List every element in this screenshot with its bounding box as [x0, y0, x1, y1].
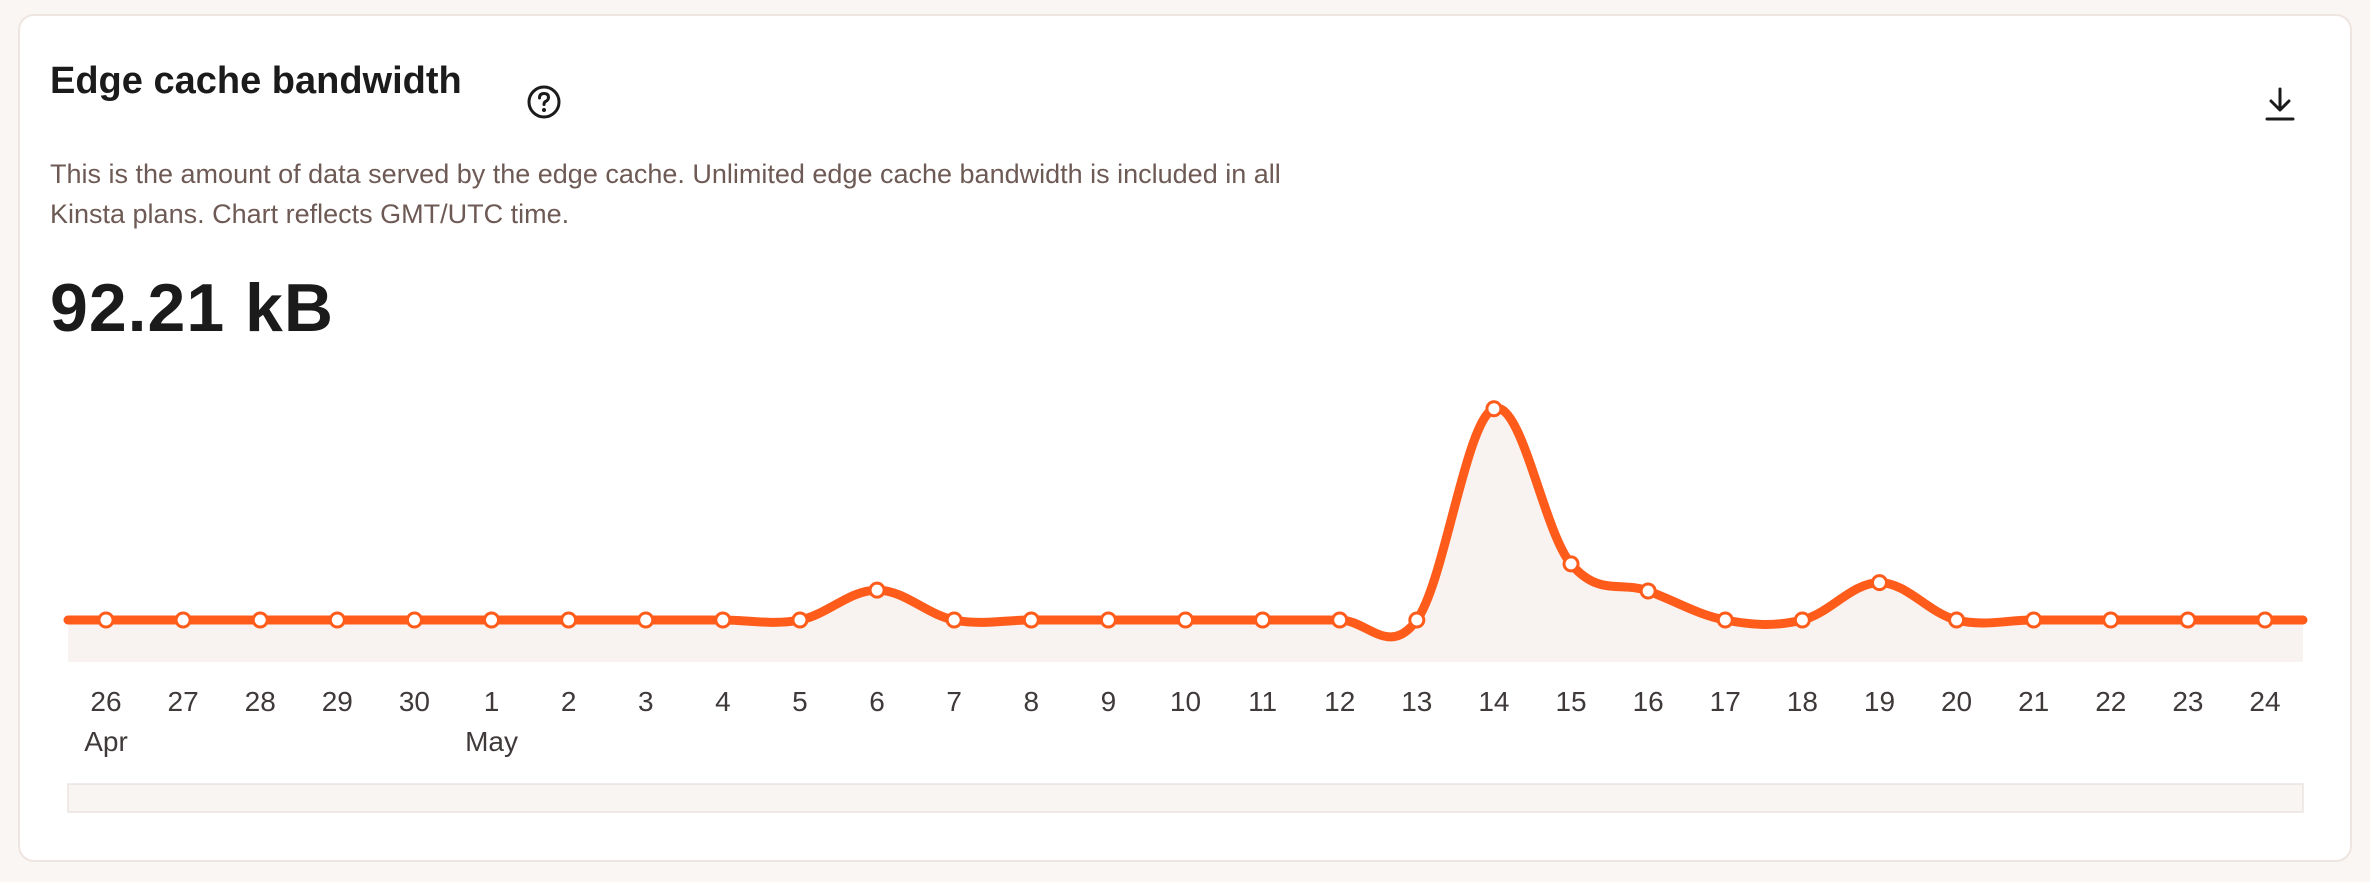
question-circle-icon[interactable]: [526, 84, 562, 120]
data-point[interactable]: [2102, 611, 2120, 629]
data-point[interactable]: [1870, 574, 1888, 592]
x-month-label: Apr: [84, 726, 128, 757]
data-point[interactable]: [1099, 611, 1117, 629]
x-tick-label: 13: [1401, 686, 1432, 717]
data-point[interactable]: [405, 611, 423, 629]
data-point[interactable]: [1177, 611, 1194, 629]
data-point[interactable]: [868, 581, 886, 599]
x-tick-label: 4: [715, 686, 731, 717]
x-tick-label: 22: [2095, 686, 2126, 717]
x-tick-label: 15: [1555, 686, 1586, 717]
x-tick-label: 10: [1170, 686, 1201, 717]
x-tick-label: 16: [1633, 686, 1664, 717]
data-point[interactable]: [1408, 611, 1426, 629]
x-tick-label: 23: [2172, 686, 2203, 717]
x-tick-label: 27: [168, 686, 199, 717]
x-tick-label: 20: [1941, 686, 1972, 717]
x-tick-label: 28: [245, 686, 276, 717]
data-point[interactable]: [174, 611, 192, 629]
data-point[interactable]: [1562, 555, 1580, 573]
data-point[interactable]: [714, 611, 732, 629]
card-title: Edge cache bandwidth: [50, 60, 462, 102]
x-tick-label: 8: [1023, 686, 1039, 717]
x-tick-label: 11: [1248, 686, 1277, 717]
data-point[interactable]: [945, 611, 963, 629]
card-description: This is the amount of data served by the…: [50, 159, 1281, 229]
x-tick-label: 2: [561, 686, 577, 717]
x-tick-label: 21: [2018, 686, 2049, 717]
data-point[interactable]: [2179, 611, 2197, 629]
x-tick-label: 6: [869, 686, 885, 717]
total-bandwidth-value: 92.21 kB: [50, 270, 334, 346]
data-point[interactable]: [1639, 582, 1657, 600]
download-icon[interactable]: [2262, 86, 2298, 122]
data-point[interactable]: [1485, 400, 1503, 418]
data-point[interactable]: [1793, 611, 1811, 629]
x-month-label: May: [465, 726, 518, 757]
x-tick-label: 26: [90, 686, 121, 717]
x-tick-label: 30: [399, 686, 430, 717]
x-tick-label: 9: [1101, 686, 1117, 717]
data-point[interactable]: [251, 611, 269, 629]
x-tick-label: 5: [792, 686, 808, 717]
data-point[interactable]: [637, 611, 655, 629]
x-tick-label: 17: [1710, 686, 1741, 717]
data-point[interactable]: [328, 611, 346, 629]
x-tick-label: 7: [946, 686, 962, 717]
bandwidth-area: [68, 408, 2303, 662]
data-point[interactable]: [1716, 611, 1734, 629]
data-point[interactable]: [791, 611, 809, 629]
data-point[interactable]: [1948, 611, 1966, 629]
x-tick-label: 1: [484, 686, 500, 717]
x-tick-label: 24: [2249, 686, 2280, 717]
x-tick-label: 18: [1787, 686, 1818, 717]
x-tick-label: 14: [1478, 686, 1509, 717]
x-tick-label: 29: [322, 686, 353, 717]
data-point[interactable]: [2256, 611, 2274, 629]
x-tick-label: 12: [1324, 686, 1355, 717]
data-point[interactable]: [2025, 611, 2043, 629]
edge-cache-bandwidth-card: [18, 14, 2352, 862]
data-point[interactable]: [483, 611, 501, 629]
x-tick-label: 3: [638, 686, 654, 717]
bandwidth-series-line: [63, 404, 2308, 642]
data-point[interactable]: [1254, 611, 1272, 629]
data-point[interactable]: [1022, 611, 1040, 629]
data-point[interactable]: [1331, 611, 1349, 629]
chart-range-scrollbar[interactable]: [67, 783, 2304, 813]
data-point[interactable]: [560, 611, 578, 629]
x-tick-label: 19: [1864, 686, 1895, 717]
data-point[interactable]: [97, 611, 115, 629]
